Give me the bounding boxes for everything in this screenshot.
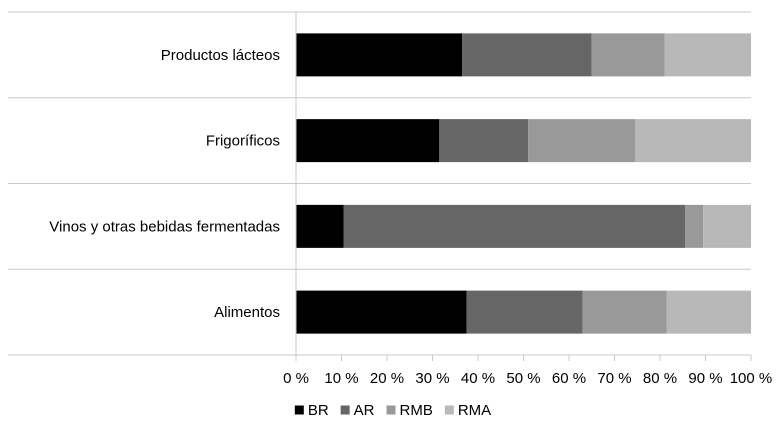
legend-label-br: BR bbox=[308, 402, 329, 419]
bars-group bbox=[296, 33, 751, 334]
x-tick-labels: 0 % 10 % 20 % 30 % 40 % 50 % 60 % 70 % 80 % 90 % 1… bbox=[283, 370, 772, 387]
category-separators bbox=[8, 11, 751, 356]
bar-ar-1 bbox=[462, 33, 592, 77]
x-tick-label: 80 % bbox=[643, 370, 677, 387]
x-tick-label: 40 % bbox=[461, 370, 495, 387]
legend-swatch-rma bbox=[444, 405, 454, 415]
bar-br-1 bbox=[296, 33, 463, 77]
bar-ar-4 bbox=[466, 290, 583, 334]
bar-rmb-4 bbox=[582, 290, 667, 334]
category-labels: Productos lácteos Frigoríficos Vinos y otr… bbox=[49, 47, 280, 321]
bar-rma-3 bbox=[703, 204, 751, 248]
x-tick-label: 60 % bbox=[552, 370, 586, 387]
bar-ar-3 bbox=[343, 204, 686, 248]
x-tick-label: 20 % bbox=[370, 370, 404, 387]
legend-swatch-br bbox=[294, 405, 304, 415]
bar-rma-1 bbox=[664, 33, 751, 77]
x-tick-label: 30 % bbox=[415, 370, 449, 387]
category-label: Alimentos bbox=[214, 304, 280, 321]
category-label: Productos lácteos bbox=[161, 47, 280, 64]
bar-br-4 bbox=[296, 290, 467, 334]
bar-rmb-1 bbox=[591, 33, 665, 77]
legend-label-rma: RMA bbox=[458, 402, 491, 419]
legend-swatch-ar bbox=[340, 405, 350, 415]
bar-ar-2 bbox=[439, 119, 529, 163]
x-tick-label: 100 % bbox=[730, 370, 773, 387]
legend-label-rmb: RMB bbox=[400, 402, 433, 419]
x-tick-label: 70 % bbox=[597, 370, 631, 387]
x-tick-label: 10 % bbox=[324, 370, 358, 387]
x-tick-label: 50 % bbox=[506, 370, 540, 387]
x-tick-label: 0 % bbox=[283, 370, 309, 387]
bar-br-2 bbox=[296, 119, 440, 163]
bar-rma-4 bbox=[666, 290, 751, 334]
bar-rma-2 bbox=[634, 119, 751, 163]
bar-rmb-2 bbox=[528, 119, 635, 163]
bar-rmb-3 bbox=[685, 204, 704, 248]
legend-label-ar: AR bbox=[354, 402, 375, 419]
category-label: Vinos y otras bebidas fermentadas bbox=[49, 218, 280, 235]
bar-br-3 bbox=[296, 204, 344, 248]
axes-group bbox=[295, 12, 752, 361]
legend-swatch-rmb bbox=[386, 405, 396, 415]
legend: BR AR RMB RMA bbox=[294, 402, 491, 419]
x-tick-label: 90 % bbox=[688, 370, 722, 387]
category-label: Frigoríficos bbox=[206, 133, 280, 150]
